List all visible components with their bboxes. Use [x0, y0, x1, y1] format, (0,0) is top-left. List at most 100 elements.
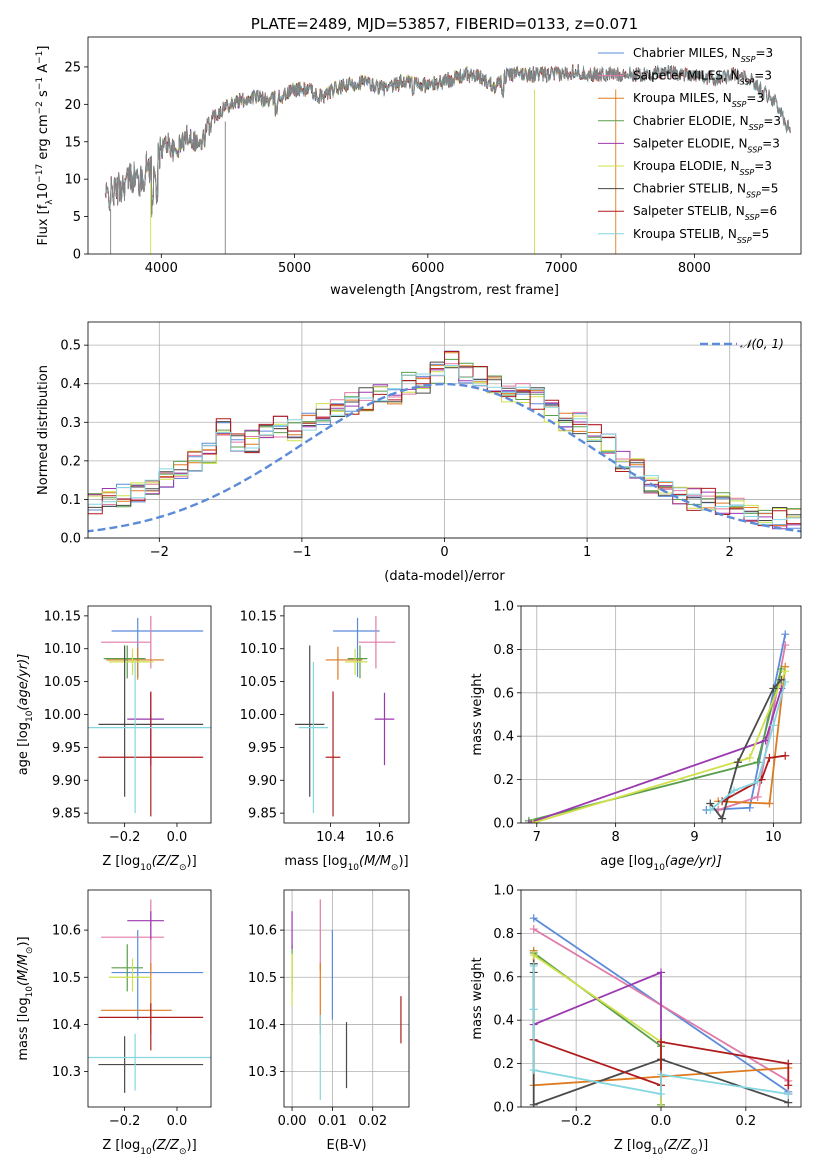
y-axis-label-part: age [log: [16, 722, 31, 775]
errorbar-chabrier-miles: [111, 617, 204, 678]
y-tick-label: 10.4: [52, 1018, 81, 1033]
legend-sep: ,: [731, 136, 739, 150]
y-tick-label: 0.1: [60, 493, 81, 508]
weight-marker: [529, 1005, 538, 1014]
age-weight-frame: [520, 605, 802, 824]
x-tick-label: 8000: [678, 261, 711, 276]
legend-entry: Chabrier MILES, NSSP=3: [633, 46, 773, 64]
weight-series-kroupa-elodie: [528, 667, 790, 823]
y-tick-label: 10.00: [240, 708, 277, 723]
spectrum-panel: 4000 5000 6000 7000 8000 0 5 10 15 20 25 PLATE=2489…: [35, 15, 802, 298]
legend-eq: =: [763, 114, 773, 128]
y-axis-label-part: (M/M: [16, 954, 31, 986]
legend-name: Kroupa STELIB: [633, 227, 720, 241]
weight-marker: [769, 721, 778, 730]
x-axis-label-part: Z [log: [102, 1138, 140, 1153]
y-tick-label: 0.4: [493, 1014, 514, 1029]
x-axis-label-part: (Z/Z: [663, 1138, 691, 1153]
legend-nssp-prefix: N: [731, 159, 740, 173]
x-tick-label: 8: [612, 830, 620, 845]
legend-nssp-value: 3: [764, 159, 772, 173]
weight-marker: [781, 641, 790, 650]
z-mass-content: [88, 899, 211, 1093]
y-tick-label: 0.0: [493, 1101, 514, 1116]
legend-nssp-value: 5: [762, 227, 770, 241]
z-mass-frame: [87, 889, 212, 1108]
legend-eq: =: [755, 46, 765, 60]
residuals-content: [88, 350, 801, 535]
weight-series-kroupa-stelib: [529, 961, 793, 1098]
x-tick-label: 4000: [145, 261, 178, 276]
legend-nssp-prefix: N: [731, 69, 740, 83]
weight-marker: [529, 925, 538, 934]
y-axis-label-part: ]: [36, 46, 51, 51]
y-tick-label: 10.00: [44, 708, 81, 723]
legend-nssp-prefix: N: [732, 46, 741, 60]
y-tick-label: 0.4: [493, 730, 514, 745]
y-tick-label: 10.05: [240, 675, 277, 690]
x-axis-label-part: Z [log: [614, 1138, 652, 1153]
ebv-mass-panel: 0.00 0.01 0.02 10.3 10.4 10.5 10.6 E(B-V): [248, 889, 410, 1153]
weight-marker: [718, 814, 727, 823]
errorbar-salpeter-miles: [101, 615, 152, 669]
y-tick-label: 0.6: [493, 686, 514, 701]
weight-marker: [657, 1070, 665, 1079]
legend-sep: ,: [715, 91, 723, 105]
legend-nssp-value: 3: [756, 91, 764, 105]
x-axis-label-part: (Z/Z: [152, 854, 180, 869]
weight-marker: [765, 799, 774, 808]
errorbar-chabrier-miles: [333, 617, 380, 678]
legend-nssp-value: 6: [770, 204, 778, 218]
errorbar-kroupa-elodie: [108, 958, 151, 992]
weight-marker: [529, 951, 538, 960]
y-tick-label: 0: [73, 248, 81, 263]
errorbar-kroupa-miles: [325, 646, 363, 680]
legend-name: Kroupa ELODIE: [633, 159, 723, 173]
y-tick-label: 0.5: [60, 339, 81, 354]
legend-name: Salpeter STELIB: [633, 204, 728, 218]
y-tick-label: 10.15: [240, 609, 277, 624]
legend-nssp-sub: SSP: [737, 235, 752, 244]
y-tick-label: 0.8: [493, 927, 514, 942]
legend-nssp-value: 3: [773, 114, 781, 128]
x-axis-label-part: (M/M: [359, 854, 391, 869]
legend-entry: Kroupa ELODIE, NSSP=3: [633, 159, 772, 177]
x-tick-label: 7000: [545, 261, 578, 276]
x-axis-label-part: 10: [348, 863, 360, 873]
y-tick-label: 10.6: [248, 924, 277, 939]
y-tick-label: 1.0: [493, 884, 514, 899]
weight-marker: [529, 961, 538, 970]
y-tick-label: 0.2: [493, 1057, 514, 1072]
legend-entry: Chabrier STELIB, NSSP=5: [633, 182, 778, 200]
ebv-mass-frame: [283, 889, 410, 1108]
y-axis-label-part: −17: [35, 164, 45, 183]
y-tick-label: 10.5: [52, 971, 81, 986]
errorbar-kroupa-stelib: [88, 661, 211, 814]
errorbar-salpeter-stelib: [98, 1003, 204, 1051]
y-tick-label: 0.3: [60, 416, 81, 431]
legend-sep: ,: [723, 159, 731, 173]
x-axis-label-part: 10: [140, 863, 152, 873]
legend-eq: =: [754, 159, 764, 173]
x-tick-label: −0.2: [109, 1114, 141, 1129]
x-axis-label-part: )]: [398, 854, 408, 869]
weight-marker: [781, 630, 790, 639]
errorbar-salpeter-elodie: [127, 911, 164, 940]
x-tick-label: 5000: [278, 261, 311, 276]
y-axis-label-part: 10: [25, 986, 35, 998]
weight-marker: [781, 667, 790, 676]
z-weight-panel: −0.2 0.0 0.2 0.0 0.2 0.4 0.6 0.8 1.0 Z [log10(Z/Z…: [470, 884, 802, 1157]
x-tick-label: 10.6: [365, 830, 394, 845]
weight-line: [532, 966, 789, 1096]
residuals-frame: [87, 321, 802, 539]
legend-nssp-sub: SSP: [740, 168, 755, 177]
legend-entry: 𝒩(0, 1): [740, 337, 784, 351]
legend-sep: ,: [732, 114, 740, 128]
y-tick-label: 0.4: [60, 377, 81, 392]
weight-marker: [706, 805, 715, 814]
weight-marker: [529, 1100, 538, 1107]
x-axis-label-part: (age/yr)]: [665, 854, 722, 869]
errorbar-kroupa-stelib: [298, 661, 329, 814]
legend-entry: Salpeter STELIB, NSSP=6: [633, 204, 777, 222]
